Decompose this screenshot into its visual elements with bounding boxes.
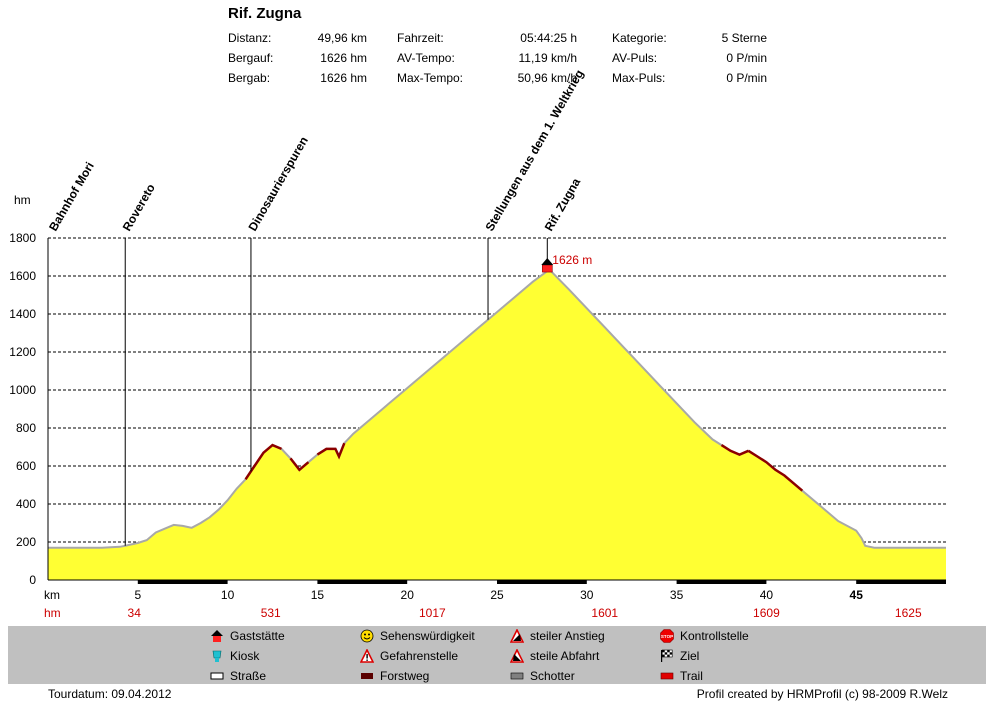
x-tick-label: 15: [311, 588, 325, 602]
stat-label: Bergauf:: [228, 51, 274, 65]
trail-segment: [289, 457, 310, 472]
hm-row-value: 1017: [419, 606, 446, 620]
waypoint-label: Rovereto: [120, 181, 158, 233]
y-tick-label: 1000: [9, 383, 36, 397]
schotter-icon: [510, 669, 524, 683]
summit-elevation-label: 1626 m: [552, 253, 592, 267]
steep-climb-icon: [509, 628, 525, 643]
legend-label: Gaststätte: [230, 629, 285, 643]
y-tick-label: 1400: [9, 307, 36, 321]
hm-row-value: 1625: [895, 606, 922, 620]
strasse-icon: [210, 669, 224, 683]
stat-value: 0 P/min: [726, 51, 767, 65]
stop-icon: STOP: [660, 629, 674, 643]
page-title: Rif. Zugna: [228, 5, 302, 22]
waypoint-label: Dinosaurierspuren: [245, 134, 310, 233]
hm-row-label: hm: [44, 606, 61, 620]
stat-value: 11,19 km/h: [518, 51, 577, 65]
y-axis-label: hm: [14, 193, 31, 207]
x-tick-label: 5: [134, 588, 141, 602]
hm-row-value: 1609: [753, 606, 780, 620]
trail-segment: [316, 442, 346, 460]
trail-segment: [747, 449, 804, 492]
x-tick-label: 30: [580, 588, 594, 602]
legend-label: Gefahrenstelle: [380, 649, 459, 663]
y-tick-label: 200: [16, 535, 36, 549]
stat-value: 0 P/min: [726, 71, 767, 85]
warning-icon: [359, 648, 375, 663]
legend: Gaststätte Kiosk Straße Sehenswürdigkeit Gef…: [8, 626, 986, 684]
trail-icon: [660, 669, 674, 683]
y-tick-label: 1200: [9, 345, 36, 359]
x-tick-label: 20: [401, 588, 415, 602]
stat-value: 1626 hm: [320, 71, 367, 85]
summit-marker-body: [541, 264, 553, 273]
hm-row-value: 531: [261, 606, 281, 620]
x-tick-label: 25: [490, 588, 504, 602]
y-tick-label: 800: [16, 421, 36, 435]
stat-value: 05:44:25 h: [520, 31, 577, 45]
y-tick-label: 1600: [9, 269, 36, 283]
distance-bar-segment: [856, 580, 946, 584]
x-axis-label: km: [44, 588, 60, 602]
stat-value: 1626 hm: [320, 51, 367, 65]
legend-label: Straße: [230, 669, 267, 683]
legend-label: Schotter: [530, 669, 575, 683]
kiosk-icon: [210, 649, 224, 663]
hm-row-value: 34: [128, 606, 142, 620]
legend-label: Kiosk: [230, 649, 260, 663]
stat-label: AV-Puls:: [612, 51, 658, 65]
stat-label: Max-Puls:: [612, 71, 666, 85]
smiley-icon: [360, 629, 374, 643]
gaststaette-icon: [210, 629, 224, 643]
x-tick-label: 40: [760, 588, 774, 602]
stat-label: Fahrzeit:: [397, 31, 444, 45]
y-tick-label: 0: [29, 573, 36, 587]
stat-label: Kategorie:: [612, 31, 667, 45]
legend-label: Forstweg: [380, 669, 430, 683]
legend-label: Ziel: [680, 649, 700, 663]
waypoint-label: Stellungen aus dem 1. Weltkrieg: [482, 67, 586, 233]
y-tick-label: 400: [16, 497, 36, 511]
forstweg-icon: [360, 669, 374, 683]
legend-label: Sehenswürdigkeit: [380, 629, 475, 643]
steep-descent-icon: [509, 648, 525, 663]
stat-value: 50,96 km/h: [517, 71, 577, 85]
stat-label: Bergab:: [228, 71, 271, 85]
tour-date: Tourdatum: 09.04.2012: [48, 687, 172, 701]
trail-segment: [244, 443, 282, 480]
y-tick-label: 600: [16, 459, 36, 473]
distance-bar-segment: [317, 580, 408, 584]
credit-text: Profil created by HRMProfil (c) 98-2009 …: [696, 687, 948, 701]
stat-value: 5 Sterne: [721, 31, 767, 45]
stat-label: AV-Tempo:: [397, 51, 455, 65]
legend-label: steile Abfahrt: [530, 649, 600, 663]
y-tick-label: 1800: [9, 231, 36, 245]
distance-bar-segment: [497, 580, 587, 584]
distance-bar-segment: [137, 580, 228, 584]
x-tick-label: 10: [221, 588, 235, 602]
svg-text:STOP: STOP: [661, 634, 673, 639]
x-tick-label: 45: [850, 588, 864, 602]
legend-label: Trail: [680, 669, 703, 683]
gaststaette-icon: [541, 258, 554, 266]
finish-flag-icon: [660, 649, 674, 663]
trail-segment: [720, 444, 749, 456]
stat-label: Max-Tempo:: [397, 71, 464, 85]
legend-label: steiler Anstieg: [530, 629, 605, 643]
elevation-area: [48, 271, 946, 580]
x-tick-label: 35: [670, 588, 684, 602]
legend-label: Kontrollstelle: [680, 629, 749, 643]
waypoint-label: Bahnhof Mori: [46, 160, 97, 234]
stat-value: 49,96 km: [317, 31, 367, 45]
hm-row-value: 1601: [591, 606, 618, 620]
stat-label: Distanz:: [228, 31, 272, 45]
distance-bar-segment: [676, 580, 767, 584]
waypoint-label: Rif. Zugna: [542, 175, 584, 233]
